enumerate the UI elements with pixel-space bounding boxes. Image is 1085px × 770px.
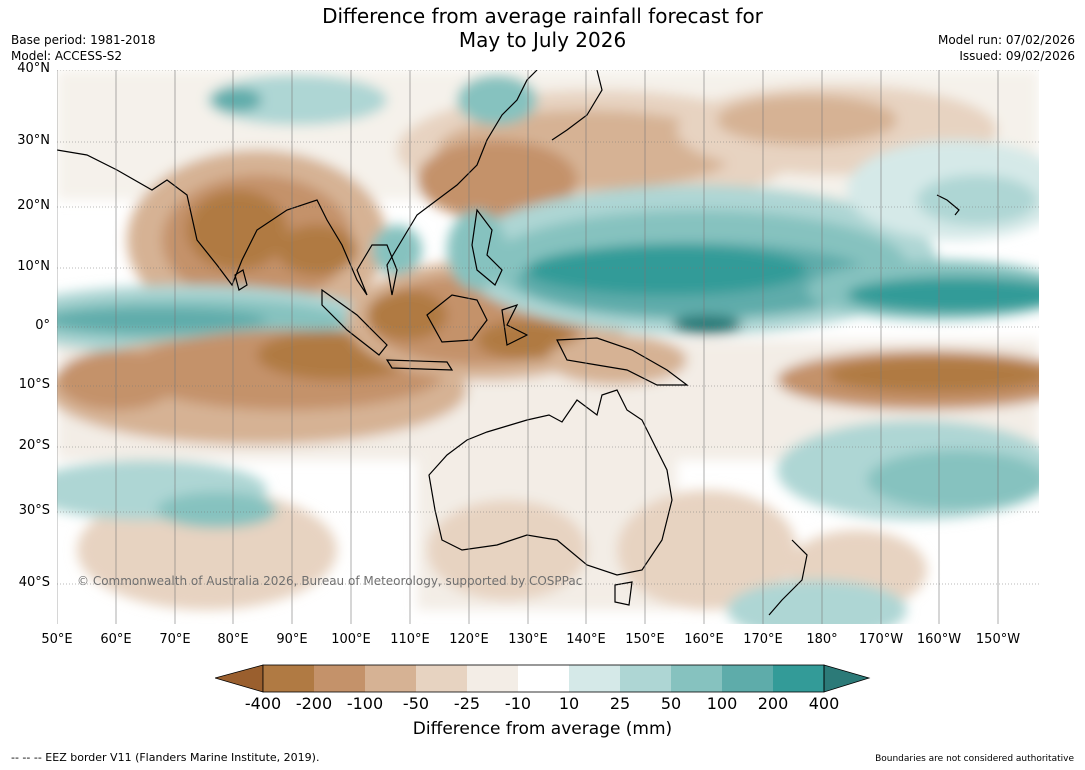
meta-right: Model run: 07/02/2026 Issued: 09/02/2026: [938, 32, 1075, 64]
new-zealand-coast: [768, 539, 808, 616]
lon-label-170e: 170°E: [743, 632, 783, 647]
japan-coast: [551, 70, 603, 141]
colorbar-tick-label: 200: [757, 694, 789, 713]
model-name: Model: ACCESS-S2: [11, 49, 123, 63]
lon-label-150e: 150°E: [625, 632, 665, 647]
philippines-coast: [471, 208, 503, 286]
colorbar-swatch-4: [416, 665, 467, 692]
colorbar-swatch-7: [569, 665, 620, 692]
colorbar-title: Difference from average (mm): [412, 719, 673, 739]
tasmania-coast: [614, 581, 633, 606]
colorbar-tick-label: -50: [402, 694, 430, 713]
lon-label-100e: 100°E: [331, 632, 371, 647]
colorbar-tick-label: -200: [295, 694, 333, 713]
colorbar-tick-label: 10: [558, 694, 580, 713]
asia-coast: [57, 70, 538, 296]
model-run: Model run: 07/02/2026: [937, 33, 1075, 47]
colorbar-swatch-3: [365, 665, 416, 692]
copyright-notice: © Commonwealth of Australia 2026, Bureau…: [77, 574, 583, 588]
lat-label-30s: 30°S: [18, 503, 50, 518]
boundaries-disclaimer: Boundaries are not considered authoritat…: [875, 754, 1074, 764]
lat-label-10n: 10°N: [17, 259, 50, 274]
australia-coast: [428, 389, 673, 576]
lat-label-40n: 40°N: [17, 61, 50, 76]
lon-label-50e: 50°E: [41, 632, 73, 647]
colorbar-min-arrow: [215, 664, 264, 693]
colorbar-swatch-9: [671, 665, 722, 692]
lon-label-170w: 170°W: [858, 632, 904, 647]
lon-label-140e: 140°E: [566, 632, 606, 647]
colorbar-max-arrow: [823, 664, 871, 693]
rainfall-anomaly-map: [57, 70, 1039, 624]
title-line-1: Difference from average rainfall forecas…: [322, 4, 763, 28]
lat-label-0: 0°: [35, 318, 50, 333]
colorbar-tick-label: 25: [609, 694, 631, 713]
lat-label-30n: 30°N: [17, 133, 50, 148]
lon-label-130e: 130°E: [508, 632, 548, 647]
hawaii-coast: [936, 194, 960, 216]
lon-label-120e: 120°E: [449, 632, 489, 647]
base-period: Base period: 1981-2018: [11, 33, 156, 47]
colorbar-swatch-11: [773, 665, 824, 692]
eez-border-note: -- -- -- EEZ border V11 (Flanders Marine…: [11, 751, 320, 764]
sumatra-coast: [321, 288, 388, 356]
colorbar-tick-label: 100: [706, 694, 738, 713]
issued-date: Issued: 09/02/2026: [959, 49, 1075, 63]
sulawesi-coast: [501, 303, 529, 346]
meta-left: Base period: 1981-2018 Model: ACCESS-S2: [11, 32, 156, 64]
coastlines: [57, 70, 960, 616]
borneo-coast: [426, 294, 488, 343]
lon-label-60e: 60°E: [100, 632, 132, 647]
colorbar-swatch-5: [467, 665, 518, 692]
colorbar: [215, 664, 871, 693]
lat-label-40s: 40°S: [18, 575, 50, 590]
colorbar-swatch-6: [518, 665, 569, 692]
lat-label-10s: 10°S: [18, 377, 50, 392]
colorbar-tick-label: -100: [346, 694, 384, 713]
colorbar-tick-label: 400: [808, 694, 840, 713]
lat-label-20n: 20°N: [17, 198, 50, 213]
map-title: Difference from average rainfall forecas…: [0, 4, 1085, 52]
lon-label-160e: 160°E: [684, 632, 724, 647]
colorbar-swatch-2: [314, 665, 365, 692]
colorbar-tick-label: -25: [453, 694, 481, 713]
sri-lanka-coast: [234, 269, 248, 291]
lon-label-80e: 80°E: [217, 632, 249, 647]
colorbar-swatch-8: [620, 665, 671, 692]
colorbar-tick-label: -10: [504, 694, 532, 713]
lat-label-20s: 20°S: [18, 438, 50, 453]
anomaly-field: [57, 70, 1039, 624]
colorbar-swatch-10: [722, 665, 773, 692]
new-guinea-coast: [556, 337, 689, 386]
graticule: [57, 70, 1039, 624]
title-line-2: May to July 2026: [458, 28, 627, 52]
colorbar-frame: [262, 664, 825, 693]
colorbar-tick-label: -400: [244, 694, 282, 713]
lon-label-110e: 110°E: [390, 632, 430, 647]
java-coast: [385, 359, 454, 371]
lon-label-70e: 70°E: [159, 632, 191, 647]
lon-label-160w: 160°W: [916, 632, 962, 647]
lon-label-150w: 150°W: [975, 632, 1021, 647]
colorbar-swatch-1: [263, 665, 314, 692]
lon-label-180: 180°: [806, 632, 838, 647]
lon-label-90e: 90°E: [276, 632, 308, 647]
colorbar-tick-label: 50: [660, 694, 682, 713]
